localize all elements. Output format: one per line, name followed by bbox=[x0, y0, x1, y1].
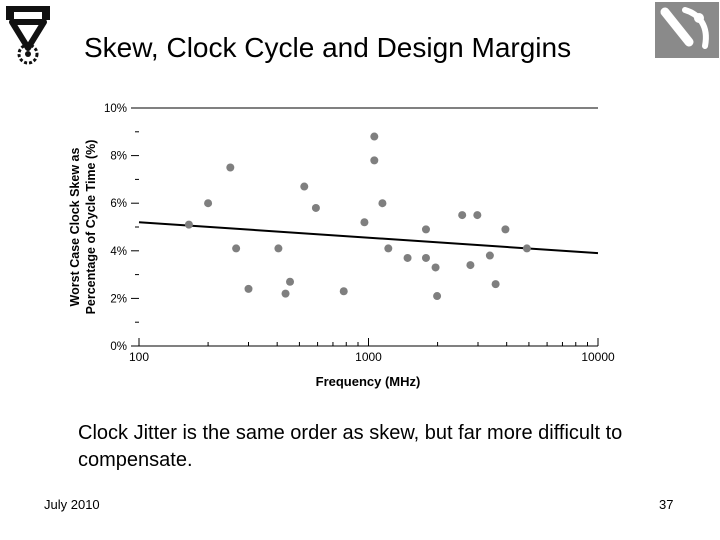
data-point bbox=[491, 280, 500, 289]
x-axis-label: Frequency (MHz) bbox=[316, 374, 421, 389]
trend-line bbox=[138, 221, 599, 255]
data-point bbox=[473, 211, 482, 220]
data-point bbox=[421, 253, 430, 262]
data-point bbox=[370, 156, 379, 165]
y-tick-label: 8% bbox=[110, 151, 127, 163]
data-point bbox=[286, 277, 295, 286]
data-point bbox=[204, 199, 213, 208]
y-axis-label-line2: Percentage of Cycle Time (%) bbox=[84, 140, 98, 315]
data-point bbox=[311, 203, 320, 212]
footer-date: July 2010 bbox=[44, 497, 100, 512]
data-point bbox=[403, 253, 412, 262]
axis-layer: 100 1000 10000 0% 2% 4% 6% 8% 10% bbox=[104, 103, 615, 364]
data-point bbox=[370, 132, 379, 141]
y-tick-label: 2% bbox=[110, 293, 127, 305]
data-point bbox=[244, 284, 253, 293]
data-point bbox=[522, 244, 531, 253]
y-tick-label: 0% bbox=[110, 341, 127, 353]
skew-scatter-chart: 100 1000 10000 0% 2% 4% 6% 8% 10% Frequency (MHz… bbox=[68, 103, 615, 389]
data-point bbox=[281, 289, 290, 298]
data-point bbox=[384, 244, 393, 253]
data-point bbox=[184, 220, 193, 229]
data-point bbox=[421, 225, 430, 234]
data-point bbox=[300, 182, 309, 191]
page-number: 37 bbox=[659, 497, 674, 512]
university-logo-icon bbox=[655, 2, 719, 58]
data-point bbox=[274, 244, 283, 253]
data-point bbox=[360, 218, 369, 227]
data-point bbox=[485, 251, 494, 260]
data-point bbox=[431, 263, 440, 272]
y-tick-label: 4% bbox=[110, 246, 127, 258]
y-tick-label: 10% bbox=[104, 103, 127, 115]
x-tick-label: 1000 bbox=[355, 350, 382, 364]
body-text: Clock Jitter is the same order as skew, … bbox=[78, 422, 623, 471]
data-point bbox=[501, 225, 510, 234]
data-point bbox=[433, 292, 442, 301]
x-tick-label: 10000 bbox=[581, 350, 615, 364]
data-point bbox=[226, 163, 235, 172]
data-point bbox=[232, 244, 241, 253]
plot-layer bbox=[138, 132, 599, 301]
y-tick-label: 6% bbox=[110, 198, 127, 210]
data-point bbox=[339, 287, 348, 296]
slide-title: Skew, Clock Cycle and Design Margins bbox=[84, 32, 572, 63]
x-tick-label: 100 bbox=[129, 350, 149, 364]
data-point bbox=[466, 261, 475, 270]
technion-logo-icon bbox=[6, 6, 50, 65]
y-axis-label-line1: Worst Case Clock Skew as bbox=[68, 148, 82, 307]
data-point bbox=[458, 211, 467, 220]
data-point bbox=[378, 199, 387, 208]
